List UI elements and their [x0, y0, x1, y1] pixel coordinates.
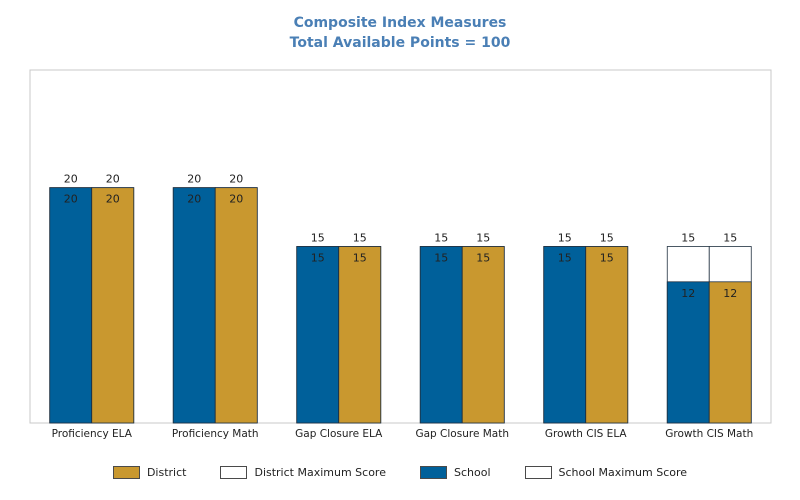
bar-school-proficiency-math [172, 187, 216, 424]
label-school-maximum-score-gap-closure-math: 15 [434, 232, 448, 245]
label-district-maximum-score-gap-closure-math: 15 [476, 232, 490, 245]
legend-swatch-district-max [220, 465, 248, 479]
bar-chart: 20 20 20 20 Proficiency ELA 20 20 20 20 Proficien… [29, 69, 772, 440]
bar-school-growth-cis-math [666, 281, 710, 424]
label-district-growth-cis-math: 12 [723, 287, 737, 300]
label-school-proficiency-ela: 20 [64, 193, 78, 206]
label-school-maximum-score-gap-closure-ela: 15 [311, 232, 325, 245]
label-district-gap-closure-ela: 15 [353, 252, 367, 265]
legend-swatch-school [419, 465, 447, 479]
legend-label-school-max: School Maximum Score [558, 465, 688, 479]
bar-district-growth-cis-math [708, 281, 752, 424]
label-district-maximum-score-proficiency-math: 20 [229, 173, 243, 186]
legend-item-district: District [112, 465, 187, 479]
bar-school-growth-cis-ela [543, 246, 587, 424]
label-school-maximum-score-growth-cis-math: 15 [681, 232, 695, 245]
label-district-maximum-score-growth-cis-ela: 15 [600, 232, 614, 245]
label-school-gap-closure-ela: 15 [311, 252, 325, 265]
legend-item-district-max: District Maximum Score [220, 465, 386, 479]
legend-label-district: District [146, 465, 187, 479]
bar-district-proficiency-ela [91, 187, 135, 424]
label-district-maximum-score-proficiency-ela: 20 [106, 173, 120, 186]
label-district-growth-cis-ela: 15 [600, 252, 614, 265]
chart-legend: District District Maximum Score School S… [0, 462, 800, 482]
plot-area [29, 69, 772, 424]
bar-school-gap-closure-ela [296, 246, 340, 424]
bar-district-gap-closure-ela [338, 246, 382, 424]
label-district-maximum-score-gap-closure-ela: 15 [353, 232, 367, 245]
legend-label-district-max: District Maximum Score [254, 465, 386, 479]
x-tick-label-proficiency-math: Proficiency Math [172, 428, 259, 440]
label-school-maximum-score-growth-cis-ela: 15 [558, 232, 572, 245]
x-tick-label-gap-closure-math: Gap Closure Math [415, 428, 509, 440]
label-school-proficiency-math: 20 [187, 193, 201, 206]
legend-swatch-school-max [524, 465, 552, 479]
x-tick-label-growth-cis-math: Growth CIS Math [665, 428, 753, 440]
label-school-maximum-score-proficiency-ela: 20 [64, 173, 78, 186]
x-tick-label-growth-cis-ela: Growth CIS ELA [545, 428, 627, 440]
x-tick-label-gap-closure-ela: Gap Closure ELA [295, 428, 383, 440]
legend-swatch-district [112, 465, 140, 479]
label-district-proficiency-math: 20 [229, 193, 243, 206]
bar-district-growth-cis-ela [585, 246, 629, 424]
label-school-gap-closure-math: 15 [434, 252, 448, 265]
legend-item-school: School [419, 465, 491, 479]
label-district-gap-closure-math: 15 [476, 252, 490, 265]
bar-school-gap-closure-math [419, 246, 463, 424]
label-school-growth-cis-ela: 15 [558, 252, 572, 265]
legend-label-school: School [453, 465, 491, 479]
bar-district-proficiency-math [214, 187, 258, 424]
x-tick-label-proficiency-ela: Proficiency ELA [52, 428, 133, 440]
chart-title: Composite Index Measures [293, 15, 507, 31]
bar-school-proficiency-ela [49, 187, 93, 424]
legend-item-school-max: School Maximum Score [524, 465, 688, 479]
label-district-maximum-score-growth-cis-math: 15 [723, 232, 737, 245]
chart-subtitle: Total Available Points = 100 [289, 35, 511, 51]
label-school-growth-cis-math: 12 [681, 287, 695, 300]
label-district-proficiency-ela: 20 [106, 193, 120, 206]
label-school-maximum-score-proficiency-math: 20 [187, 173, 201, 186]
bar-district-gap-closure-math [461, 246, 505, 424]
